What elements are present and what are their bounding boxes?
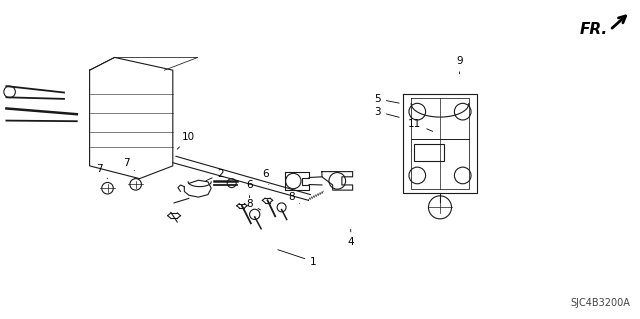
Text: 4: 4: [348, 229, 354, 248]
Text: 6: 6: [246, 180, 253, 198]
Text: 7: 7: [96, 164, 108, 179]
Text: 10: 10: [177, 132, 195, 149]
Text: FR.: FR.: [580, 22, 608, 37]
Text: 6: 6: [262, 169, 269, 184]
Text: 3: 3: [374, 107, 399, 117]
Text: 8: 8: [288, 192, 300, 204]
Text: 2: 2: [206, 169, 224, 181]
Text: 11: 11: [408, 119, 433, 131]
Text: 8: 8: [246, 198, 260, 210]
Text: 9: 9: [456, 56, 463, 74]
Text: SJC4B3200A: SJC4B3200A: [570, 298, 630, 308]
Text: 7: 7: [123, 158, 134, 171]
Text: 1: 1: [278, 250, 317, 267]
Text: 5: 5: [374, 94, 399, 104]
